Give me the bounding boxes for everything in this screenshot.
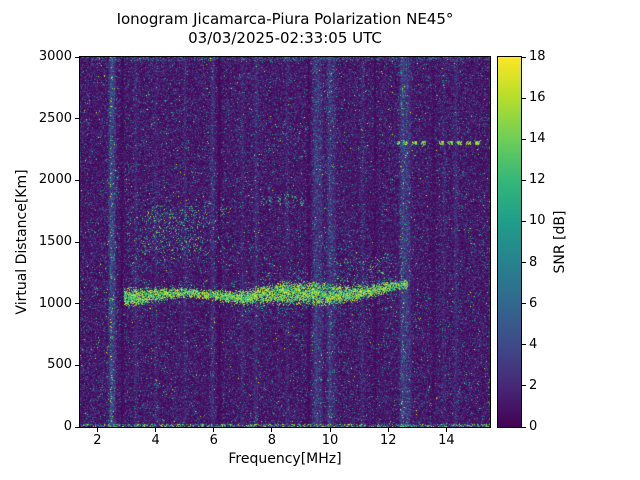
colorbar-tick-mark [522,56,526,58]
y-tick-mark [75,303,79,305]
colorbar-tick-label: 18 [529,49,546,64]
colorbar-tick-mark [522,344,526,346]
colorbar-tick-label: 8 [529,254,538,270]
y-tick-mark [75,179,79,181]
y-tick-mark [75,118,79,120]
colorbar-tick-mark [522,179,526,181]
x-tick-label: 14 [438,433,455,448]
x-tick-mark [271,428,273,432]
colorbar-tick-mark [522,97,526,99]
x-tick-mark [155,428,157,432]
heatmap-canvas [80,57,490,427]
colorbar-label: SNR [dB] [552,210,568,274]
x-tick-mark [387,428,389,432]
colorbar-tick-mark [522,385,526,387]
colorbar-tick-mark [522,138,526,140]
colorbar-tick-label: 14 [529,131,546,147]
x-tick-label: 6 [209,433,218,448]
x-tick-label: 8 [267,433,277,448]
y-tick-label: 1000 [38,295,72,311]
y-tick-label: 0 [63,419,72,434]
colorbar-tick-mark [522,426,526,428]
colorbar-tick-label: 16 [529,90,546,106]
x-tick-mark [96,428,98,432]
x-axis-label: Frequency[MHz] [228,451,342,467]
x-tick-mark [213,428,215,432]
x-tick-label: 2 [93,433,102,448]
colorbar-tick-label: 0 [529,419,538,434]
colorbar-tick-mark [522,262,526,264]
chart-title: Ionogram Jicamarca-Piura Polarization NE… [116,10,454,28]
x-tick-mark [445,428,447,432]
y-tick-mark [75,426,79,428]
colorbar-tick-label: 10 [529,213,546,229]
y-tick-mark [75,56,79,58]
colorbar-tick-mark [522,303,526,305]
colorbar-gradient [498,57,521,427]
colorbar-tick-mark [522,220,526,222]
colorbar-tick-label: 4 [529,336,538,352]
y-tick-mark [75,364,79,366]
colorbar-tick-label: 6 [529,295,538,311]
y-tick-label: 2500 [38,110,72,126]
x-tick-label: 4 [151,433,160,448]
y-tick-label: 2000 [38,172,72,188]
plot-area [79,56,491,428]
y-tick-label: 500 [47,357,72,373]
y-tick-mark [75,241,79,243]
chart-subtitle: 03/03/2025-02:33:05 UTC [188,29,382,47]
y-tick-label: 3000 [38,49,72,64]
x-tick-mark [329,428,331,432]
y-tick-label: 1500 [38,234,72,249]
colorbar [497,56,522,428]
x-tick-label: 12 [379,433,397,448]
colorbar-tick-label: 2 [529,377,538,393]
colorbar-tick-label: 12 [529,172,546,188]
x-tick-label: 10 [321,433,339,448]
